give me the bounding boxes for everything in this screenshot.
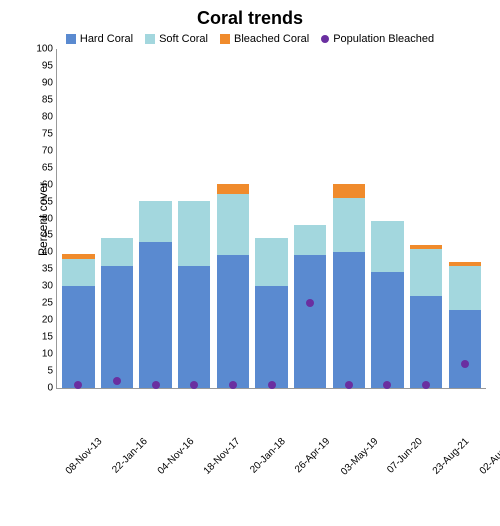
bar-slot [98, 49, 137, 388]
y-tick: 15 [27, 332, 53, 343]
bar-segment [139, 201, 171, 242]
stacked-bar [139, 201, 171, 388]
y-tick: 70 [27, 145, 53, 156]
bar-slot [407, 49, 446, 388]
legend-swatch [145, 34, 155, 44]
bar-segment [62, 259, 94, 286]
stacked-bar [62, 254, 94, 388]
population-point [152, 381, 160, 389]
bar-slot [445, 49, 484, 388]
y-tick: 10 [27, 349, 53, 360]
y-tick: 20 [27, 315, 53, 326]
bar-segment [178, 201, 210, 266]
x-axis-labels: 08-Nov-1322-Jan-1604-Nov-1618-Nov-1720-J… [56, 414, 486, 494]
stacked-bar [178, 201, 210, 388]
y-tick: 60 [27, 179, 53, 190]
population-point [422, 381, 430, 389]
bar-segment [410, 249, 442, 297]
bar-segment [178, 266, 210, 388]
y-tick: 30 [27, 281, 53, 292]
population-point [383, 381, 391, 389]
bar-segment [139, 242, 171, 388]
y-tick: 65 [27, 162, 53, 173]
y-tick: 80 [27, 111, 53, 122]
bar-segment [333, 198, 365, 252]
bar-slot [291, 49, 330, 388]
bar-segment [449, 310, 481, 388]
stacked-bar [371, 221, 403, 388]
bar-segment [371, 221, 403, 272]
legend-item: Population Bleached [321, 33, 434, 45]
bar-segment [217, 255, 249, 388]
y-tick: 0 [27, 383, 53, 394]
population-point [345, 381, 353, 389]
population-point [461, 360, 469, 368]
legend-swatch [321, 35, 329, 43]
population-point [190, 381, 198, 389]
y-tick: 90 [27, 77, 53, 88]
y-tick: 95 [27, 60, 53, 71]
legend-label: Bleached Coral [234, 33, 309, 45]
bar-segment [410, 296, 442, 388]
legend-item: Hard Coral [66, 33, 133, 45]
legend-swatch [220, 34, 230, 44]
bar-slot [136, 49, 175, 388]
y-tick: 85 [27, 94, 53, 105]
legend-label: Soft Coral [159, 33, 208, 45]
bar-slot [175, 49, 214, 388]
stacked-bar [217, 184, 249, 388]
population-point [113, 377, 121, 385]
bar-slot [329, 49, 368, 388]
legend-swatch [66, 34, 76, 44]
y-tick: 5 [27, 366, 53, 377]
y-tick: 35 [27, 264, 53, 275]
bar-segment [255, 238, 287, 286]
y-tick: 25 [27, 298, 53, 309]
bar-slot [368, 49, 407, 388]
y-tick: 40 [27, 247, 53, 258]
bar-segment [101, 238, 133, 265]
legend-label: Hard Coral [80, 33, 133, 45]
bar-segment [333, 252, 365, 388]
y-tick: 75 [27, 128, 53, 139]
stacked-bar [101, 238, 133, 388]
y-tick: 50 [27, 213, 53, 224]
chart-title: Coral trends [0, 8, 500, 29]
stacked-bar [449, 262, 481, 388]
bar-slot [59, 49, 98, 388]
bar-segment [333, 184, 365, 198]
stacked-bar [255, 238, 287, 388]
bar-slot [214, 49, 253, 388]
population-point [306, 299, 314, 307]
legend-label: Population Bleached [333, 33, 434, 45]
bar-segment [217, 194, 249, 255]
bar-slot [252, 49, 291, 388]
legend-item: Soft Coral [145, 33, 208, 45]
bar-segment [294, 255, 326, 388]
y-tick: 55 [27, 196, 53, 207]
y-tick: 45 [27, 230, 53, 241]
population-point [229, 381, 237, 389]
bar-segment [62, 286, 94, 388]
y-tick: 100 [27, 44, 53, 55]
legend-item: Bleached Coral [220, 33, 309, 45]
bar-segment [294, 225, 326, 256]
bar-segment [449, 266, 481, 310]
plot-area: Percent cover 05101520253035404550556065… [56, 49, 486, 389]
population-point [74, 381, 82, 389]
population-point [268, 381, 276, 389]
bar-segment [101, 266, 133, 388]
bar-segment [255, 286, 287, 388]
bar-segment [371, 272, 403, 388]
stacked-bar [410, 245, 442, 388]
bar-segment [217, 184, 249, 194]
stacked-bar [333, 184, 365, 388]
legend: Hard Coral Soft Coral Bleached Coral Popula… [0, 33, 500, 45]
